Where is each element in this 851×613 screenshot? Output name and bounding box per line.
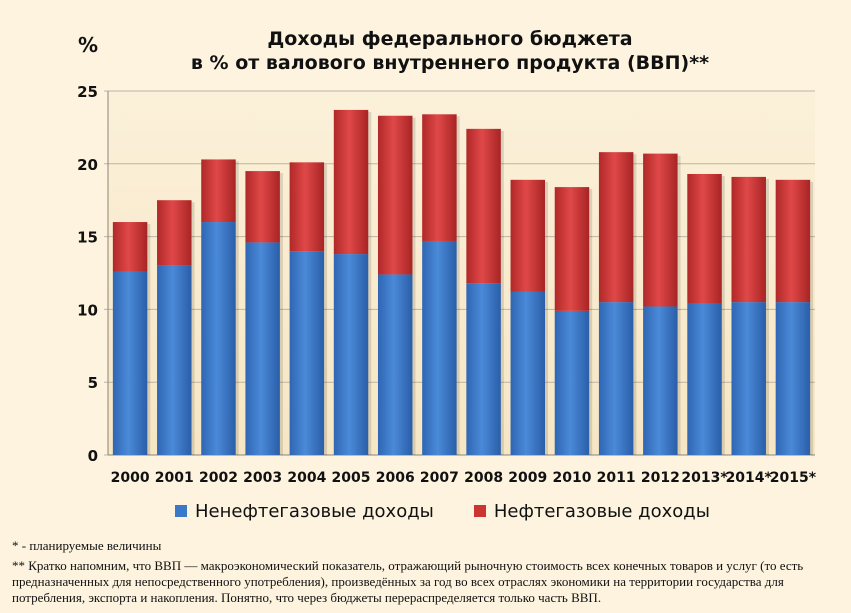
x-tick-label: 2010 [552, 470, 591, 486]
bar-oil [466, 128, 501, 284]
bar-oil [422, 114, 457, 241]
legend-item-oil: Нефтегазовые доходы [473, 500, 710, 522]
x-tick-label: 2009 [508, 470, 547, 486]
x-tick-label: 2003 [243, 470, 282, 486]
bar-non-oil [643, 306, 678, 455]
bar-oil [157, 200, 192, 266]
bar-oil [333, 109, 369, 255]
bar-oil [112, 222, 148, 272]
bar-oil [731, 176, 766, 303]
bar-non-oil [201, 222, 236, 455]
bar-non-oil [687, 303, 722, 455]
x-tick-label: 2012 [641, 470, 680, 486]
x-tick-label: 2000 [111, 470, 150, 486]
bar-non-oil [157, 265, 192, 455]
legend-swatch-oil [473, 505, 486, 517]
x-tick-label: 2006 [376, 470, 415, 486]
y-tick-label: 5 [88, 374, 98, 392]
x-tick-label: 2013* [681, 470, 728, 486]
bar-non-oil [731, 302, 766, 455]
bar-oil [289, 162, 325, 252]
bar-non-oil [289, 251, 325, 455]
bar-non-oil [112, 271, 148, 455]
bar-oil [687, 173, 722, 304]
x-tick-label: 2005 [332, 470, 371, 486]
chart-canvas: 0 5 10 15 20 25 2000 2001 2002 2003 2004 2005 2006 20… [77, 83, 817, 486]
y-tick-label: 15 [77, 229, 98, 247]
bar-non-oil [510, 291, 546, 455]
x-tick-label: 2008 [464, 470, 503, 486]
bar-non-oil [422, 240, 457, 455]
legend-swatch-non-oil [175, 505, 187, 517]
bar-oil [598, 152, 634, 303]
bar-non-oil [554, 310, 590, 455]
y-axis-unit: % [78, 33, 99, 57]
y-tick-label: 0 [88, 447, 98, 465]
x-tick-label: 2001 [155, 470, 194, 486]
bar-non-oil [598, 302, 634, 455]
footnote-planned: * - планируемые величины [12, 538, 162, 553]
x-tick-label: 2002 [199, 470, 238, 486]
y-tick-label: 20 [77, 156, 98, 174]
x-tick-label: 2007 [420, 470, 459, 486]
x-tick-label: 2014* [726, 470, 773, 486]
x-tick-label: 2011 [597, 470, 636, 486]
bar-oil [643, 153, 678, 307]
bar-oil [775, 179, 811, 303]
chart-title: Доходы федерального бюджета [267, 28, 633, 50]
bar-non-oil [245, 242, 280, 455]
y-tick-label: 10 [77, 301, 98, 319]
bar-non-oil [466, 283, 501, 455]
x-tick-label: 2015* [770, 470, 817, 486]
legend-label-non-oil: Ненефтегазовые доходы [195, 500, 434, 522]
bar-non-oil [333, 254, 369, 455]
bar-non-oil [377, 274, 413, 455]
bar-oil [201, 159, 236, 223]
bar-oil [554, 187, 590, 311]
chart-legend: Ненефтегазовые доходы Нефтегазовые доход… [175, 500, 750, 522]
bar-oil [510, 179, 546, 292]
footnotes: * - планируемые величины ** Кратко напом… [12, 538, 842, 606]
x-tick-label: 2004 [287, 470, 326, 486]
bar-non-oil [775, 302, 811, 455]
footnote-gdp: ** Кратко напомним, что ВВП — макроэконо… [12, 558, 804, 605]
legend-label-oil: Нефтегазовые доходы [493, 500, 710, 522]
bar-oil [245, 171, 280, 243]
legend-item-non-oil: Ненефтегазовые доходы [175, 501, 434, 522]
bar-oil [377, 115, 413, 275]
y-tick-label: 25 [77, 83, 98, 101]
chart-subtitle: в % от валового внутреннего продукта (ВВ… [190, 52, 710, 74]
